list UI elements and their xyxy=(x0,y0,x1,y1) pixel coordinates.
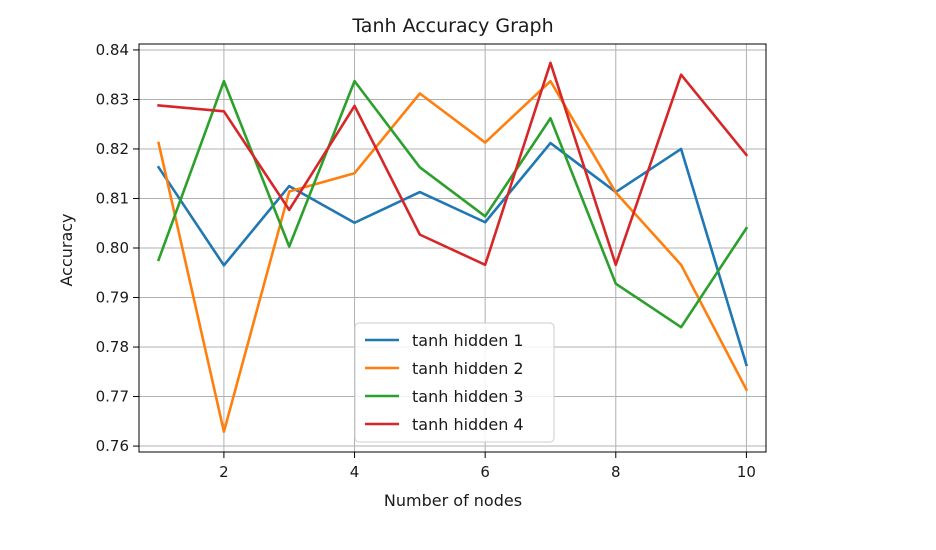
series-lines xyxy=(156,61,749,434)
y-axis-ticks: 0.76 0.77 0.78 0.79 0.80 0.81 0.82 0.83 0.84 xyxy=(96,41,139,455)
y-tick-label: 0.78 xyxy=(96,338,129,356)
x-tick-label: 10 xyxy=(737,463,756,481)
series-line-3 xyxy=(156,79,749,329)
legend-label: tanh hidden 2 xyxy=(412,359,524,378)
y-tick-label: 0.76 xyxy=(96,437,129,455)
legend-box xyxy=(354,322,555,443)
x-tick-label: 2 xyxy=(219,463,229,481)
legend: tanh hidden 1 tanh hidden 2 tanh hidden 3 t… xyxy=(354,322,555,443)
y-tick-label: 0.79 xyxy=(96,289,129,307)
legend-label: tanh hidden 3 xyxy=(412,387,524,406)
x-tick-label: 4 xyxy=(350,463,360,481)
series-line-4 xyxy=(157,61,749,267)
grid xyxy=(139,44,766,452)
y-tick-label: 0.83 xyxy=(96,90,129,108)
x-axis-title: Number of nodes xyxy=(384,491,522,510)
chart-title: Tanh Accuracy Graph xyxy=(351,15,553,37)
y-tick-label: 0.80 xyxy=(96,239,129,257)
y-tick-label: 0.82 xyxy=(96,140,129,158)
x-axis-ticks: 2 4 6 8 10 xyxy=(219,452,756,481)
x-tick-label: 8 xyxy=(611,463,621,481)
y-tick-label: 0.77 xyxy=(96,388,129,406)
legend-label: tanh hidden 4 xyxy=(412,415,524,434)
y-tick-label: 0.84 xyxy=(96,41,129,59)
x-tick-label: 6 xyxy=(480,463,490,481)
y-axis-title: Accuracy xyxy=(57,213,76,286)
series-line-2 xyxy=(157,79,749,434)
legend-label: tanh hidden 1 xyxy=(412,331,524,350)
y-tick-label: 0.81 xyxy=(96,189,129,207)
